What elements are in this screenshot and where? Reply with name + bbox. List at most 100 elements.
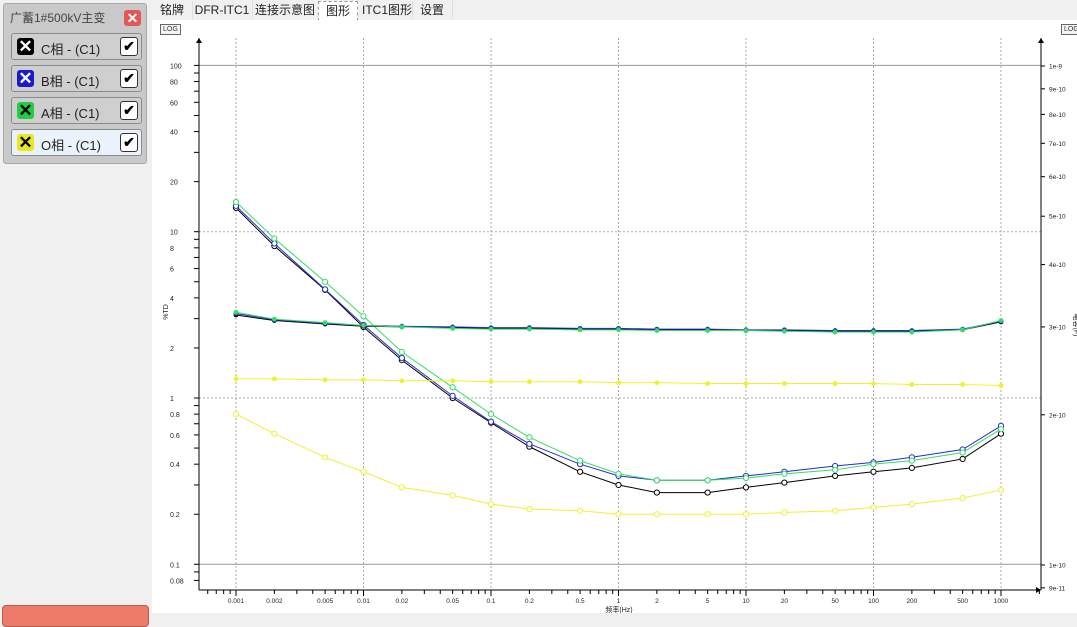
y-left-tick-label: 6 [170, 267, 174, 274]
tab[interactable]: 设置 [412, 1, 453, 19]
legend-item[interactable]: ✕ A相 - (C1) ✔ [11, 97, 142, 124]
bottom-action-button[interactable] [2, 605, 149, 627]
data-point [360, 313, 367, 320]
data-point [998, 383, 1004, 388]
data-point [271, 430, 278, 437]
tab[interactable]: 铭牌 [152, 1, 193, 19]
phase-color-icon: ✕ [17, 69, 34, 88]
arrow-up-icon [1038, 38, 1044, 43]
data-point [360, 468, 367, 475]
y-left-tick-label: 2 [170, 346, 174, 353]
x-tick-label: 0.5 [576, 598, 585, 605]
tab[interactable]: ITC1图形 [362, 1, 413, 19]
y-left-tick-label: 0.2 [170, 512, 180, 519]
legend-item-label: C相 - (C1) [41, 42, 101, 57]
data-point [959, 455, 966, 463]
data-point [997, 426, 1005, 433]
y-left-tick-label: 100 [170, 63, 182, 70]
data-point [577, 507, 584, 514]
legend-item[interactable]: ✕ B相 - (C1) ✔ [11, 65, 142, 92]
data-point [449, 492, 456, 499]
phase-color-icon: ✕ [17, 101, 34, 120]
x-tick-label: 0.1 [486, 598, 495, 605]
data-point [653, 477, 660, 484]
data-point [743, 381, 749, 386]
data-point [398, 484, 405, 491]
data-point [487, 501, 495, 508]
x-tick-label: 1000 [994, 598, 1009, 605]
x-tick-label: 50 [832, 598, 840, 605]
data-point [832, 466, 839, 473]
data-point [233, 376, 239, 382]
y-right-axis-label: 电容(F) [1072, 314, 1077, 337]
data-point [488, 379, 494, 385]
data-point [997, 486, 1005, 494]
data-point [960, 327, 966, 333]
data-point [653, 489, 660, 496]
y-left-tick-label: 0.1 [170, 562, 180, 569]
data-point [361, 377, 366, 383]
data-point [832, 329, 838, 335]
data-point [743, 328, 749, 333]
data-point [322, 377, 328, 383]
data-point [653, 511, 660, 518]
x-tick-label: 0.05 [446, 598, 459, 605]
y-right-tick-label: 4e-10 [1049, 262, 1066, 269]
y-right-tick-label: 1e-10 [1049, 563, 1066, 570]
arrow-right-icon [1036, 587, 1041, 593]
y-left-tick-label: 40 [170, 130, 178, 137]
data-point [781, 479, 788, 486]
y-right-tick-label: 6e-10 [1049, 174, 1066, 181]
data-point [704, 511, 711, 518]
x-tick-label: 2 [655, 598, 659, 605]
x-tick-label: 500 [957, 598, 968, 605]
data-point [322, 320, 328, 326]
data-point [615, 511, 622, 518]
log-toggle-left[interactable]: LOG [160, 24, 181, 35]
legend-item[interactable]: ✕ O相 - (C1) ✔ [11, 129, 142, 156]
data-point [742, 484, 750, 491]
data-point [399, 324, 405, 330]
phase-color-icon: ✕ [17, 133, 34, 152]
data-point [398, 348, 405, 356]
x-tick-label: 200 [906, 598, 917, 605]
data-point [959, 495, 966, 502]
x-tick-label: 100 [868, 598, 879, 605]
x-tick-label: 20 [781, 598, 789, 605]
x-tick-label: 0.2 [525, 598, 534, 605]
y-left-tick-label: 80 [170, 80, 178, 87]
data-point [909, 382, 915, 387]
y-right-tick-label: 8e-10 [1049, 112, 1066, 119]
data-point [870, 504, 877, 511]
data-point [487, 411, 495, 418]
x-tick-label: 1 [617, 598, 621, 605]
x-tick-label: 0.001 [228, 598, 245, 605]
legend-title: 广蓄1#500kV主变 [10, 11, 106, 25]
data-point [959, 449, 966, 456]
data-point [781, 470, 788, 477]
tab[interactable]: DFR-ITC1 [192, 1, 253, 19]
log-toggle-right[interactable]: LOG [1061, 24, 1077, 35]
y-left-tick-label: 1 [170, 396, 174, 403]
legend-item-checkbox[interactable]: ✔ [120, 69, 138, 88]
x-tick-label: 0.002 [266, 598, 283, 605]
tab[interactable]: 图形 [318, 1, 358, 21]
legend-item-checkbox[interactable]: ✔ [120, 101, 138, 120]
legend-item[interactable]: ✕ C相 - (C1) ✔ [11, 33, 142, 60]
data-point [398, 354, 405, 362]
tab[interactable]: 连接示意图 [252, 1, 319, 19]
legend-item-checkbox[interactable]: ✔ [120, 37, 138, 56]
data-point [577, 327, 583, 333]
data-point [526, 434, 533, 441]
y-left-tick-label: 8 [170, 246, 174, 253]
left-pane: 广蓄1#500kV主变 ✕ ✕ C相 - (C1) ✔ ✕ B相 - (C1) ✔… [0, 0, 151, 627]
close-icon[interactable]: ✕ [124, 10, 141, 26]
data-point [654, 380, 660, 386]
legend-item-checkbox[interactable]: ✔ [120, 133, 138, 152]
data-point [271, 235, 278, 242]
data-point [654, 328, 660, 333]
data-point [616, 327, 621, 333]
data-point [526, 505, 533, 513]
data-point [361, 323, 366, 328]
y-left-axis-label: %TD [163, 304, 170, 320]
